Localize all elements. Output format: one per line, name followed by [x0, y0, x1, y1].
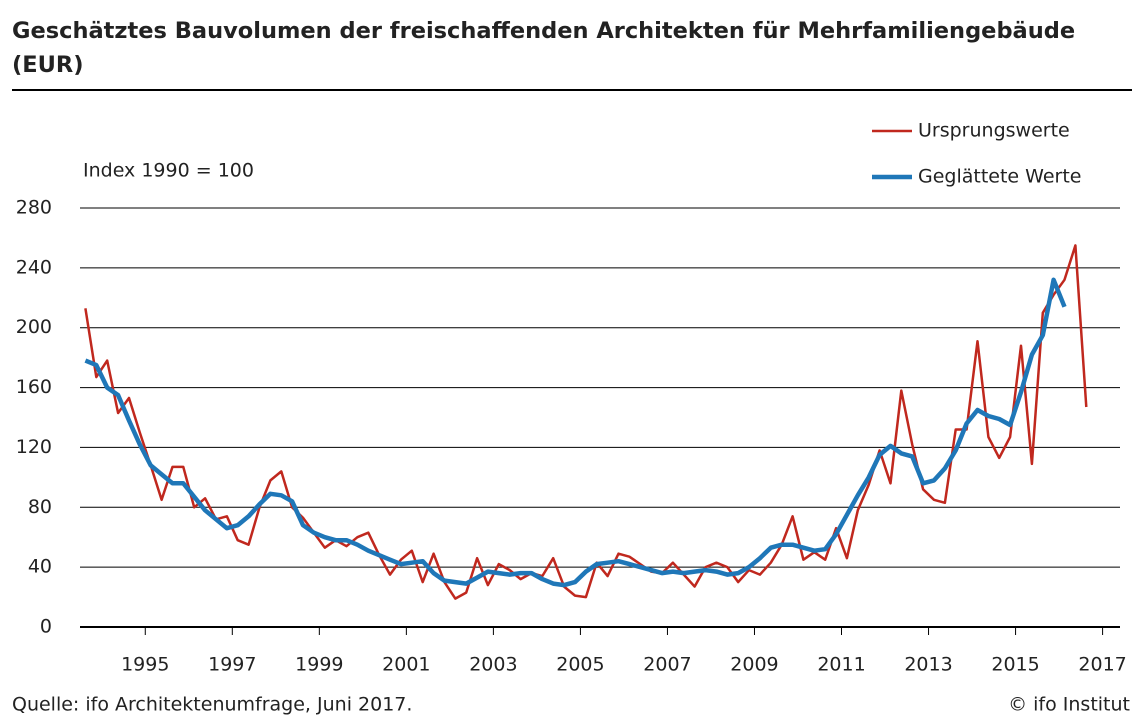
x-tick-label: 2007 — [643, 654, 691, 676]
y-tick-label: 40 — [28, 556, 52, 578]
x-tick-label: 2009 — [730, 654, 778, 676]
x-tick-label: 2013 — [904, 654, 952, 676]
x-tick-label: 2001 — [382, 654, 430, 676]
y-tick-label: 80 — [28, 496, 52, 518]
x-tick-label: 1999 — [295, 654, 343, 676]
y-tick-label: 120 — [16, 436, 52, 458]
x-tick-label: 2003 — [469, 654, 517, 676]
legend-label: Ursprungswerte — [918, 120, 1070, 142]
series-line — [84, 277, 1067, 588]
y-tick-label: 0 — [40, 616, 52, 638]
credit: © ifo Institut — [1008, 694, 1130, 716]
x-tick-label: 2005 — [556, 654, 604, 676]
x-tick-label: 2015 — [991, 654, 1039, 676]
chart-title: Geschätztes Bauvolumen der freischaffend… — [12, 18, 1076, 78]
series-line — [84, 244, 1088, 600]
y-tick-label: 240 — [16, 256, 52, 278]
y-tick-label: 200 — [16, 316, 52, 338]
x-tick-label: 1997 — [208, 654, 256, 676]
annotation: Index 1990 = 100 — [83, 160, 254, 182]
y-tick-label: 280 — [16, 197, 52, 219]
x-tick-label: 2017 — [1078, 654, 1126, 676]
source: Quelle: ifo Architektenumfrage, Juni 201… — [12, 694, 412, 716]
x-tick-label: 1995 — [121, 654, 169, 676]
x-tick-label: 2011 — [817, 654, 865, 676]
y-tick-label: 160 — [16, 376, 52, 398]
legend-label: Geglättete Werte — [918, 166, 1081, 188]
